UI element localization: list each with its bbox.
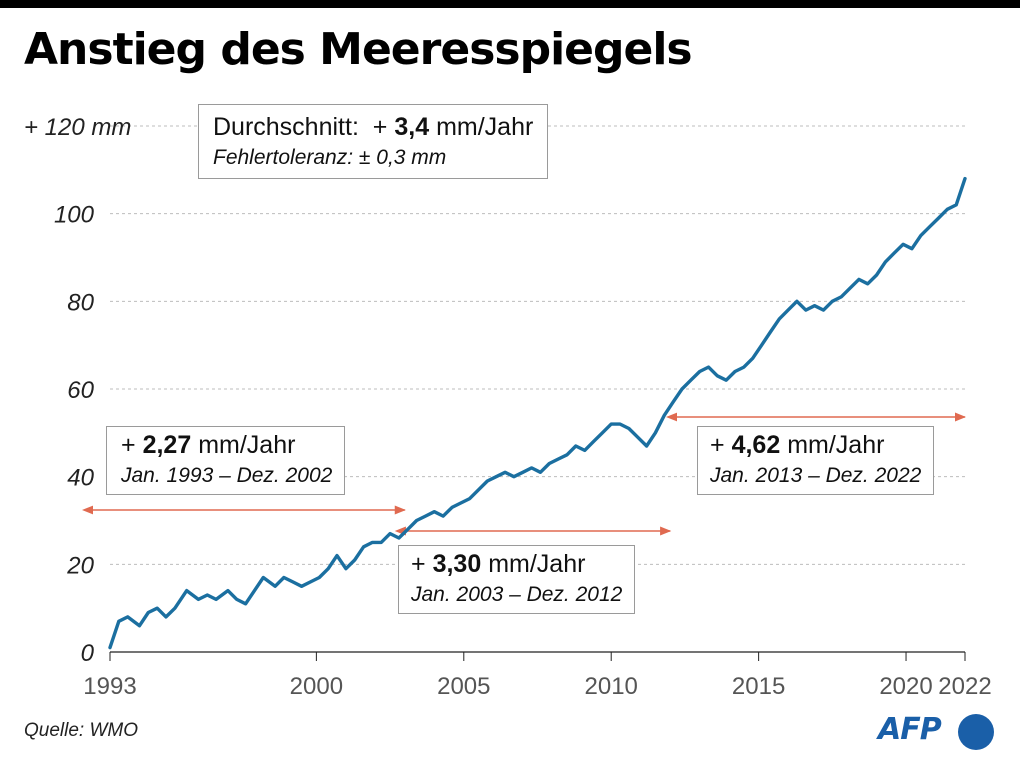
period-prefix: + xyxy=(121,431,136,459)
period-unit: mm/Jahr xyxy=(198,431,296,459)
period-box-2: + 3,30 mm/Jahr Jan. 2003 – Dez. 2012 xyxy=(398,545,636,614)
average-tolerance: Fehlertoleranz: ± 0,3 mm xyxy=(213,146,447,169)
chart-title: Anstieg des Meeresspiegels xyxy=(24,24,693,75)
y-tick-label: 60 xyxy=(67,377,94,404)
y-tick-label: 40 xyxy=(67,465,94,492)
top-rule xyxy=(0,0,1020,8)
x-tick-label: 2015 xyxy=(732,673,785,700)
y-tick-label: 20 xyxy=(66,552,94,579)
period-rate: 3,30 xyxy=(432,550,482,578)
period-prefix: + xyxy=(411,550,426,578)
period-box-1: + 2,27 mm/Jahr Jan. 1993 – Dez. 2002 xyxy=(106,426,346,495)
x-tick-label: 2020 xyxy=(879,673,932,700)
period-range: Jan. 2013 – Dez. 2022 xyxy=(710,464,922,487)
average-value: 3,4 xyxy=(394,113,430,141)
afp-logo: AFP xyxy=(878,712,996,752)
x-tick-label: 2010 xyxy=(585,673,638,700)
x-tick-label: 2022 xyxy=(938,673,991,700)
x-tick-label: 2005 xyxy=(437,673,490,700)
period-prefix: + xyxy=(710,431,725,459)
y-tick-label: 100 xyxy=(54,202,95,229)
period-rate: 2,27 xyxy=(142,431,192,459)
average-prefix: + xyxy=(372,113,388,141)
average-unit: mm/Jahr xyxy=(436,113,534,141)
y-tick-label: + 120 mm xyxy=(24,114,131,141)
afp-logo-dot xyxy=(958,714,994,750)
period-range: Jan. 2003 – Dez. 2012 xyxy=(411,583,623,606)
x-tick-label: 1993 xyxy=(83,673,136,700)
average-box: Durchschnitt: + 3,4 mm/Jahr Fehlertolera… xyxy=(198,104,549,179)
y-tick-label: 80 xyxy=(67,289,94,316)
afp-logo-text: AFP xyxy=(878,712,942,747)
sea-level-line xyxy=(108,176,967,650)
period-range: Jan. 1993 – Dez. 2002 xyxy=(121,464,333,487)
y-tick-label: 0 xyxy=(81,640,95,667)
period-unit: mm/Jahr xyxy=(787,431,885,459)
average-label: Durchschnitt: xyxy=(213,113,359,141)
x-tick-label: 2000 xyxy=(290,673,343,700)
period-box-3: + 4,62 mm/Jahr Jan. 2013 – Dez. 2022 xyxy=(697,426,935,495)
source-note: Quelle: WMO xyxy=(24,720,139,741)
period-rate: 4,62 xyxy=(731,431,781,459)
period-unit: mm/Jahr xyxy=(488,550,586,578)
